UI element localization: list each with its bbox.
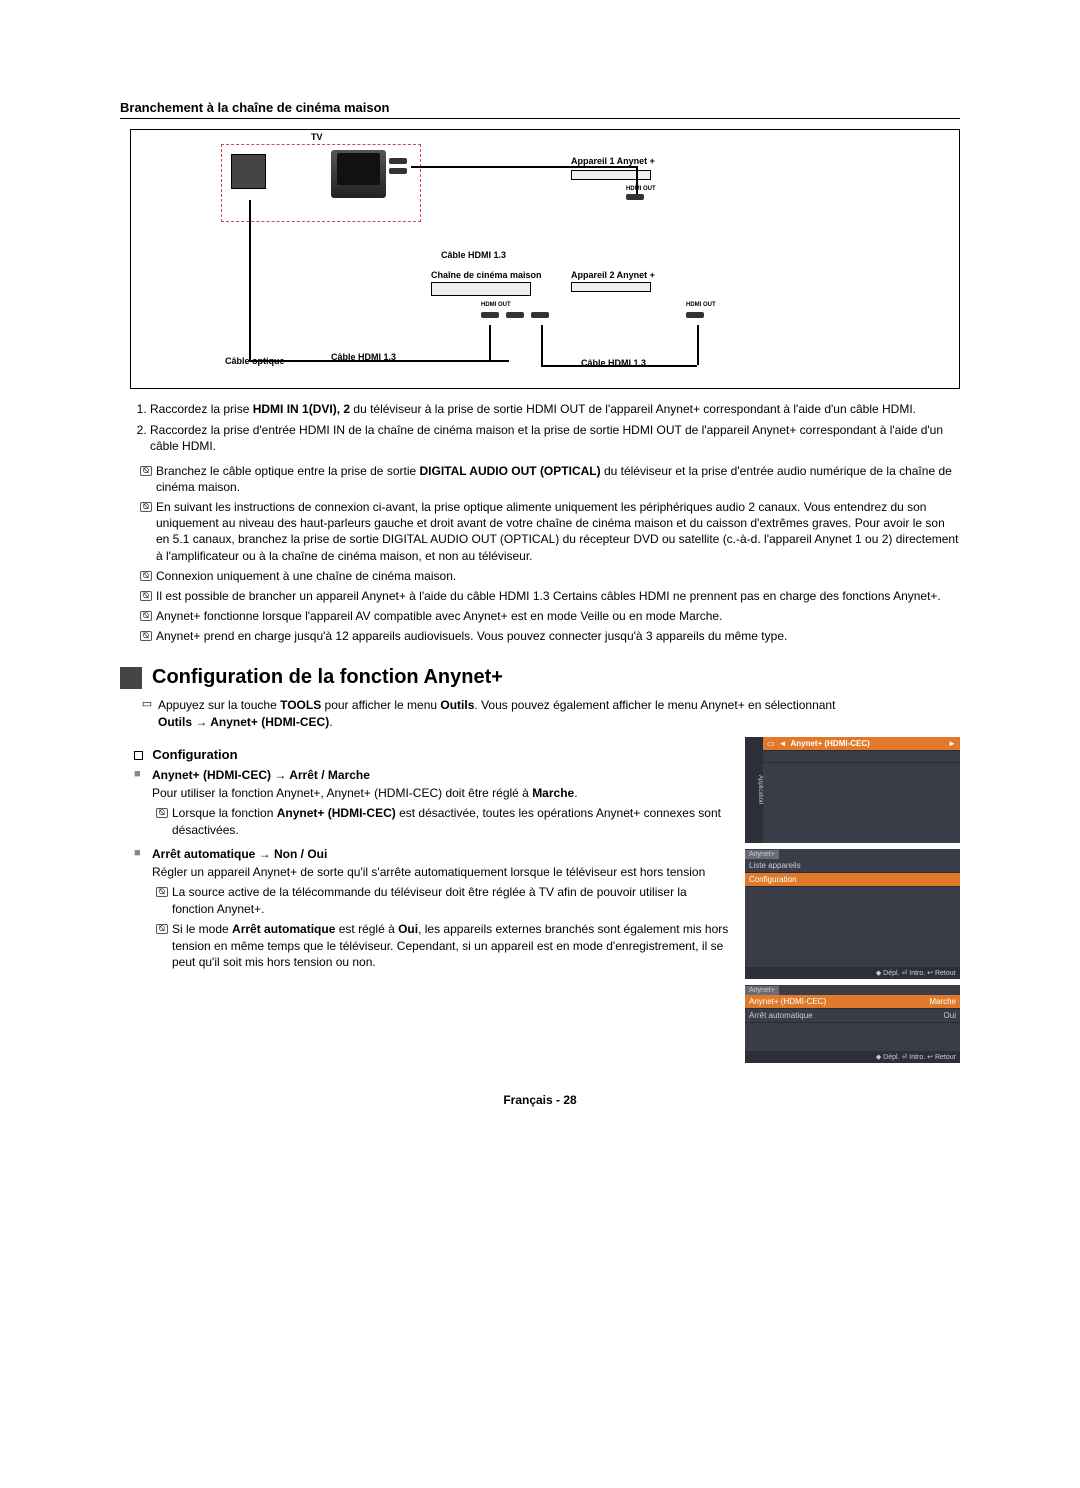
diag-hdmiout1: HDMI OUT bbox=[626, 186, 656, 192]
ui2-header: Anynet+ bbox=[745, 850, 779, 859]
tools-instruction: ▭ Appuyez sur la touche TOOLS pour affic… bbox=[136, 697, 960, 731]
tools-icon: ▭ bbox=[136, 697, 158, 731]
config-heading: Configuration de la fonction Anynet+ bbox=[120, 666, 960, 689]
note-5: ⦰Anynet+ fonctionne lorsque l'appareil A… bbox=[136, 608, 960, 624]
ui2-row-list: Liste appareils bbox=[745, 859, 960, 873]
ui-panel-anynet-menu: Anynet+ Liste appareils Configuration ◆ … bbox=[745, 849, 960, 979]
diag-hdmiout3: HDMI OUT bbox=[686, 302, 716, 308]
item-auto-off: ■ Arrêt automatique → Non / Oui Régler u… bbox=[134, 847, 731, 974]
step-2: Raccordez la prise d'entrée HDMI IN de l… bbox=[150, 422, 960, 454]
note-icon: ⦰ bbox=[136, 463, 156, 495]
ui3-row-autooff: Arrêt automatiqueOui bbox=[745, 1009, 960, 1023]
diag-device2 bbox=[571, 282, 651, 292]
item2-note1: ⦰ La source active de la télécommande du… bbox=[152, 884, 731, 918]
ui1-tab: Application bbox=[745, 737, 763, 843]
item1-text: Pour utiliser la fonction Anynet+, Anyne… bbox=[152, 785, 731, 802]
numbered-steps: Raccordez la prise HDMI IN 1(DVI), 2 du … bbox=[150, 401, 960, 455]
square-bullet-icon bbox=[134, 751, 143, 760]
diag-ht-label: Chaîne de cinéma maison bbox=[431, 270, 542, 280]
item1-title: Anynet+ (HDMI-CEC) → Arrêt / Marche bbox=[152, 768, 731, 782]
diag-optical-port bbox=[231, 154, 266, 189]
ui3-header: Anynet+ bbox=[745, 986, 779, 995]
grey-bullet-icon: ■ bbox=[134, 768, 152, 841]
subsection-config: Configuration bbox=[134, 747, 731, 762]
ui-panel-anynet-settings: Anynet+ Anynet+ (HDMI-CEC)Marche Arrêt a… bbox=[745, 985, 960, 1063]
item2-text: Régler un appareil Anynet+ de sorte qu'i… bbox=[152, 864, 731, 881]
item2-title: Arrêt automatique → Non / Oui bbox=[152, 847, 731, 861]
ui3-row-cec: Anynet+ (HDMI-CEC)Marche bbox=[745, 995, 960, 1009]
heading-bar-icon bbox=[120, 667, 142, 689]
ui-panel-application: Application ▭ ◄ Anynet+ (HDMI-CEC) ► bbox=[745, 737, 960, 843]
item-anynet-cec: ■ Anynet+ (HDMI-CEC) → Arrêt / Marche Po… bbox=[134, 768, 731, 841]
diag-home-theater bbox=[431, 282, 531, 296]
ui1-row-anynet: ▭ ◄ Anynet+ (HDMI-CEC) ► bbox=[763, 737, 960, 751]
ui3-footer: ◆ Dépl. ⏎ Intro. ↩ Retour bbox=[745, 1051, 960, 1063]
item1-note: ⦰ Lorsque la fonction Anynet+ (HDMI-CEC)… bbox=[152, 805, 731, 839]
ui2-row-config: Configuration bbox=[745, 873, 960, 887]
note-2: ⦰En suivant les instructions de connexio… bbox=[136, 499, 960, 564]
connection-diagram: TV Appareil 1 Anynet + HDMI OUT Câble HD… bbox=[130, 129, 960, 389]
ui2-footer: ◆ Dépl. ⏎ Intro. ↩ Retour bbox=[745, 967, 960, 979]
note-text: Branchez le câble optique entre la prise… bbox=[156, 463, 960, 495]
section-header: Branchement à la chaîne de cinéma maison bbox=[120, 100, 960, 119]
step-1: Raccordez la prise HDMI IN 1(DVI), 2 du … bbox=[150, 401, 960, 417]
diag-device2-label: Appareil 2 Anynet + bbox=[571, 270, 655, 280]
diag-hdmiout2: HDMI OUT bbox=[481, 302, 511, 308]
note-3: ⦰Connexion uniquement à une chaîne de ci… bbox=[136, 568, 960, 584]
diag-device1 bbox=[571, 170, 651, 180]
diag-tv-label: TV bbox=[311, 132, 323, 142]
item2-note2: ⦰ Si le mode Arrêt automatique est réglé… bbox=[152, 921, 731, 971]
note-4: ⦰Il est possible de brancher un appareil… bbox=[136, 588, 960, 604]
diag-device1-label: Appareil 1 Anynet + bbox=[571, 156, 655, 166]
diag-cable-hdmi-1: Câble HDMI 1.3 bbox=[441, 250, 506, 260]
page-footer: Français - 28 bbox=[120, 1093, 960, 1107]
subsection-config-title: Configuration bbox=[152, 747, 237, 762]
diag-tv-body bbox=[331, 150, 386, 198]
note-6: ⦰Anynet+ prend en charge jusqu'à 12 appa… bbox=[136, 628, 960, 644]
config-title: Configuration de la fonction Anynet+ bbox=[152, 666, 503, 689]
grey-bullet-icon: ■ bbox=[134, 847, 152, 974]
note-1: ⦰ Branchez le câble optique entre la pri… bbox=[136, 463, 960, 495]
